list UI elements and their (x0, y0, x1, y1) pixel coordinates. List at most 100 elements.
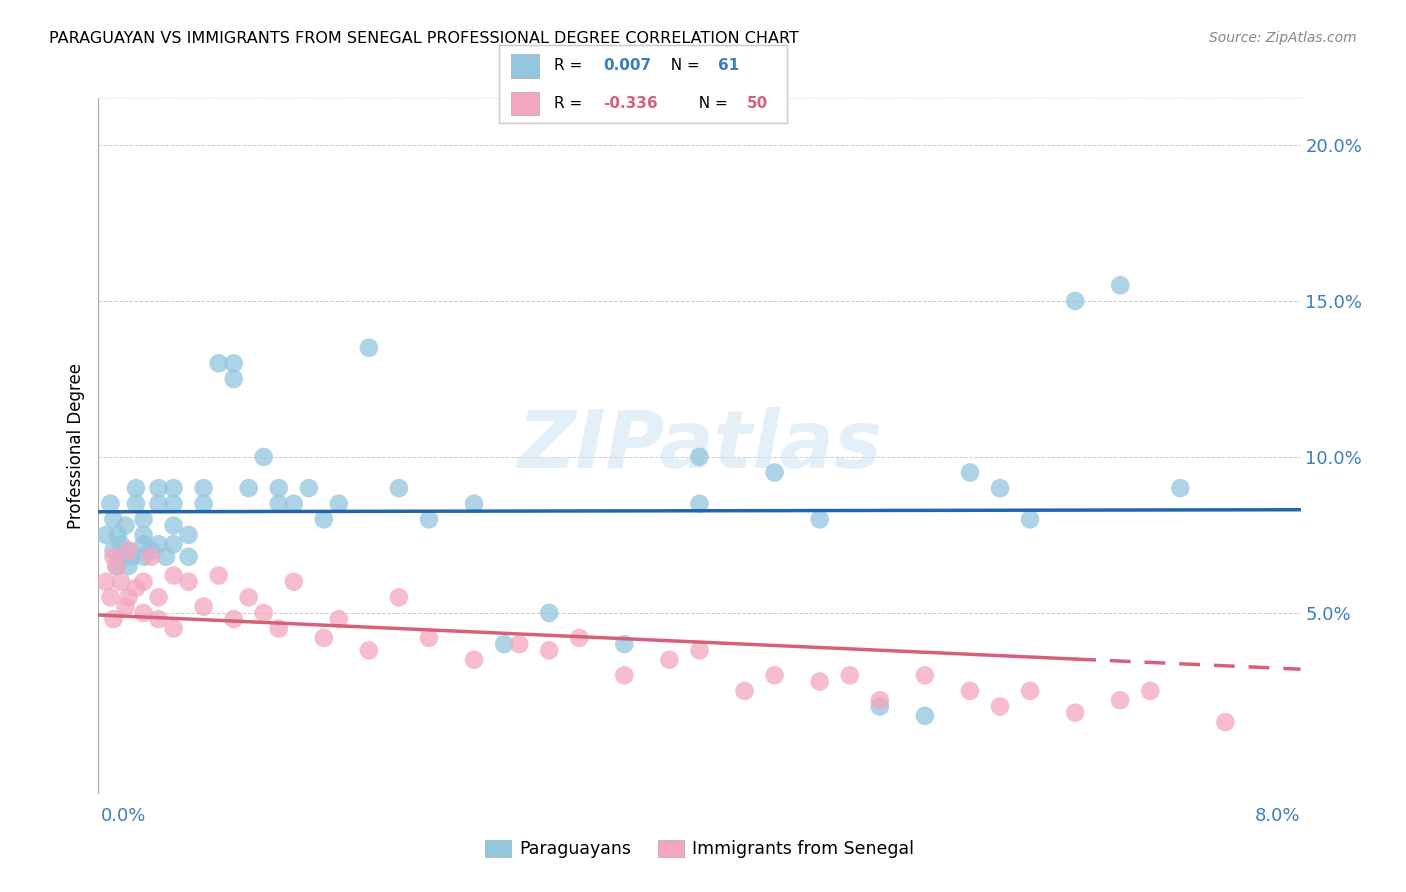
Point (418, 631, 440, 645)
Point (103, 512, 125, 526)
Text: 8.0%: 8.0% (1256, 807, 1301, 825)
Text: ZIPatlas: ZIPatlas (517, 407, 882, 485)
Point (103, 612, 125, 626)
Point (689, 643, 711, 657)
Text: 50: 50 (747, 96, 768, 111)
Point (463, 653, 485, 667)
Point (1109, 693, 1132, 707)
Point (132, 537, 155, 551)
Point (132, 528, 155, 542)
Point (155, 549, 177, 564)
Point (162, 568, 184, 582)
Bar (510, 54, 540, 78)
Point (734, 684, 756, 698)
Point (125, 481, 148, 495)
Point (132, 512, 155, 526)
Point (222, 356, 245, 370)
Point (357, 341, 380, 355)
Text: PARAGUAYAN VS IMMIGRANTS FROM SENEGAL PROFESSIONAL DEGREE CORRELATION CHART: PARAGUAYAN VS IMMIGRANTS FROM SENEGAL PR… (49, 31, 799, 46)
Point (988, 699, 1011, 714)
Point (117, 591, 139, 605)
Point (357, 643, 380, 657)
Point (388, 481, 411, 495)
Point (689, 450, 711, 464)
Point (283, 574, 305, 589)
Point (94, 528, 117, 542)
Point (132, 549, 155, 564)
Point (1064, 293, 1087, 308)
Point (125, 497, 148, 511)
Point (114, 599, 136, 614)
Point (162, 481, 184, 495)
Point (208, 568, 231, 582)
Point (328, 497, 350, 511)
Legend: Paraguayans, Immigrants from Senegal: Paraguayans, Immigrants from Senegal (478, 832, 921, 865)
Point (914, 709, 936, 723)
Point (328, 612, 350, 626)
Bar (510, 92, 540, 115)
Point (117, 559, 139, 574)
Point (177, 549, 200, 564)
Point (312, 631, 335, 645)
Point (162, 622, 184, 636)
Point (253, 450, 276, 464)
Point (121, 549, 143, 564)
Text: 61: 61 (718, 58, 740, 73)
Point (193, 481, 215, 495)
Point (148, 481, 170, 495)
Point (103, 549, 125, 564)
Point (139, 549, 162, 564)
Point (177, 574, 200, 589)
Point (110, 537, 132, 551)
Point (148, 612, 170, 626)
Text: R =: R = (554, 58, 588, 73)
Point (538, 606, 561, 620)
Point (418, 512, 440, 526)
Point (100, 497, 122, 511)
Point (193, 599, 215, 614)
Point (132, 606, 155, 620)
Point (148, 591, 170, 605)
Text: N =: N = (661, 58, 704, 73)
Point (162, 518, 184, 533)
Point (1019, 684, 1042, 698)
Point (763, 466, 786, 480)
Point (1064, 706, 1087, 720)
Point (508, 637, 530, 651)
Text: 0.0%: 0.0% (101, 807, 146, 825)
Point (162, 537, 184, 551)
Point (613, 637, 636, 651)
Point (312, 512, 335, 526)
Point (1019, 512, 1042, 526)
Point (177, 528, 200, 542)
Point (208, 356, 231, 370)
Point (283, 497, 305, 511)
Y-axis label: Professional Degree: Professional Degree (67, 363, 86, 529)
Point (959, 684, 981, 698)
Point (1109, 278, 1132, 293)
Point (763, 668, 786, 682)
Point (139, 543, 162, 558)
Point (1168, 481, 1191, 495)
Point (463, 497, 485, 511)
Text: Source: ZipAtlas.com: Source: ZipAtlas.com (1209, 31, 1357, 45)
Point (114, 518, 136, 533)
Point (110, 574, 132, 589)
Text: N =: N = (689, 96, 733, 111)
Point (613, 668, 636, 682)
Point (222, 372, 245, 386)
Point (238, 591, 260, 605)
Point (100, 591, 122, 605)
Point (253, 606, 276, 620)
Point (148, 537, 170, 551)
Point (107, 528, 129, 542)
Point (808, 674, 831, 689)
Point (117, 543, 139, 558)
Point (869, 693, 891, 707)
Point (267, 481, 290, 495)
Point (1215, 715, 1237, 730)
Point (148, 497, 170, 511)
Point (222, 612, 245, 626)
Text: 0.007: 0.007 (603, 58, 651, 73)
Point (110, 549, 132, 564)
